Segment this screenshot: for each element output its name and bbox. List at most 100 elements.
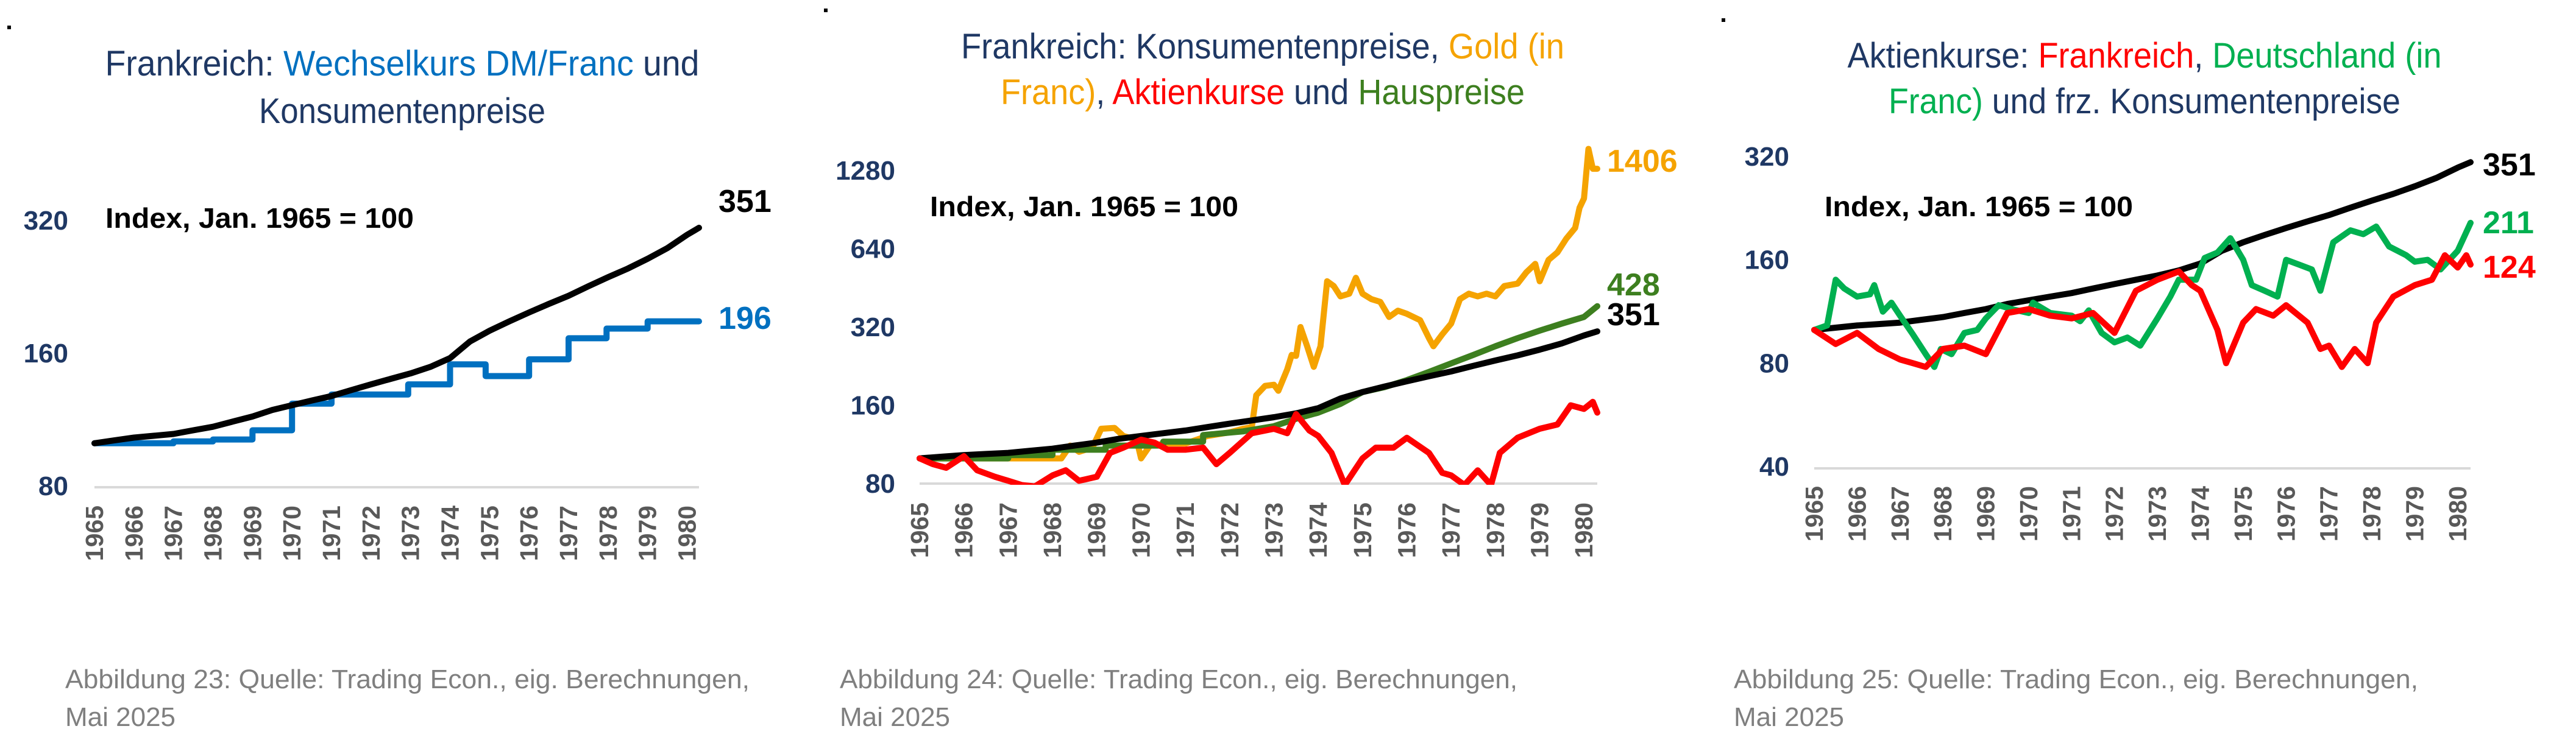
end-value-label: 124 [2483, 250, 2536, 285]
x-tick-label: 1968 [1038, 502, 1066, 558]
x-tick-label: 1977 [555, 506, 583, 561]
chart-title-line: Aktienkurse: Frankreich, Deutschland (in [1848, 36, 2442, 76]
x-tick-label: 1975 [1349, 502, 1377, 558]
chart-title-segment: Hauspreise [1358, 72, 1525, 112]
chart-title-segment: Aktienkurse: [1848, 36, 2038, 76]
end-value-label: 211 [2483, 205, 2534, 241]
series-line-konsumentenpreise [91, 225, 702, 446]
figure-caption: Abbildung 23: Quelle: Trading Econ., eig… [65, 664, 750, 694]
x-tick-label: 1973 [397, 506, 425, 561]
x-tick-label: 1973 [1260, 502, 1288, 558]
index-note: Index, Jan. 1965 = 100 [930, 191, 1238, 222]
x-tick-label: 1965 [80, 506, 108, 561]
x-tick-label: 1968 [199, 506, 227, 561]
y-tick-label: 320 [851, 312, 895, 342]
x-tick-label: 1970 [1127, 502, 1155, 558]
x-tick-label: 1971 [318, 506, 346, 561]
chart-gold-aktien-haus: Frankreich: Konsumentenpreise, Gold (in F… [836, 27, 1678, 732]
y-tick-label: 640 [851, 234, 895, 264]
x-tick-label: 1970 [2015, 486, 2043, 541]
chart-title-segment: Franc) [1001, 72, 1096, 112]
series-line-deutschland-in-franc- [1811, 219, 2474, 370]
series-line-hauspreise [917, 303, 1600, 462]
figure-caption: Mai 2025 [1734, 702, 1844, 732]
x-tick-label: 1965 [1800, 486, 1828, 541]
x-tick-label: 1971 [1171, 502, 1199, 558]
x-tick-label: 1977 [2315, 486, 2343, 541]
chart-title-segment: Aktienkurse [1112, 72, 1285, 112]
x-tick-label: 1966 [1843, 486, 1871, 541]
chart-title-segment: Konsumentenpreise [259, 91, 545, 131]
x-tick-label: 1980 [1570, 502, 1598, 558]
x-tick-label: 1976 [2272, 486, 2300, 541]
chart-title-line: Konsumentenpreise [259, 91, 545, 131]
y-tick-label: 160 [851, 391, 895, 421]
chart-title-segment: Frankreich: Konsumentenpreise, [961, 27, 1449, 66]
x-tick-label: 1974 [436, 506, 464, 561]
y-tick-label: 320 [1745, 142, 1789, 172]
x-tick-label: 1972 [357, 506, 385, 561]
figure-caption: Mai 2025 [65, 702, 176, 732]
x-tick-label: 1967 [1886, 486, 1914, 541]
y-tick-label: 40 [1759, 452, 1789, 482]
index-note: Index, Jan. 1965 = 100 [1825, 191, 2133, 222]
x-tick-label: 1979 [1526, 502, 1554, 558]
chart-title-segment: , [2194, 36, 2212, 76]
x-tick-label: 1966 [950, 502, 978, 558]
y-tick-label: 1280 [836, 156, 895, 186]
chart-aktienkurse: Aktienkurse: Frankreich, Deutschland (in… [1734, 36, 2536, 732]
chart-title-segment: und frz. Konsumentenpreise [1983, 82, 2400, 121]
x-tick-label: 1979 [634, 506, 662, 561]
figure-caption: Abbildung 25: Quelle: Trading Econ., eig… [1734, 664, 2418, 694]
x-tick-label: 1978 [594, 506, 622, 561]
x-tick-label: 1967 [994, 502, 1022, 558]
x-tick-label: 1969 [1083, 502, 1111, 558]
series-line-wechselkurs-dm-franc [91, 318, 702, 446]
x-tick-label: 1977 [1437, 502, 1465, 558]
figure-caption: Abbildung 24: Quelle: Trading Econ., eig… [840, 664, 1517, 694]
chart-title-segment: und [634, 44, 700, 83]
x-tick-label: 1974 [1304, 502, 1332, 558]
x-tick-label: 1972 [2101, 486, 2129, 541]
y-tick-label: 160 [1745, 245, 1789, 275]
x-tick-label: 1967 [160, 506, 188, 561]
y-tick-label: 80 [865, 469, 895, 499]
x-tick-label: 1975 [475, 506, 503, 561]
y-tick-label: 320 [24, 206, 68, 236]
x-tick-label: 1972 [1216, 502, 1244, 558]
series-line-aktienkurse [917, 398, 1600, 485]
x-tick-label: 1965 [906, 502, 934, 558]
x-tick-label: 1973 [2143, 486, 2171, 541]
chart-title-segment: Gold (in [1449, 27, 1564, 66]
x-tick-label: 1976 [515, 506, 543, 561]
y-tick-label: 80 [1759, 348, 1789, 378]
x-tick-label: 1980 [2444, 486, 2472, 541]
x-tick-label: 1978 [2358, 486, 2386, 541]
chart-title-segment: Deutschland (in [2212, 36, 2441, 76]
chart-title-segment: und [1285, 72, 1358, 112]
x-tick-label: 1969 [238, 506, 266, 561]
x-tick-label: 1978 [1481, 502, 1510, 558]
chart-wechselkurs: Frankreich: Wechselkurs DM/Franc und Kons… [24, 44, 772, 732]
corner-dot [824, 9, 828, 12]
x-tick-label: 1969 [1972, 486, 2000, 541]
end-value-label: 428 [1607, 267, 1660, 303]
end-value-label: 1406 [1607, 144, 1678, 179]
x-tick-label: 1971 [2057, 486, 2085, 541]
x-tick-label: 1974 [2187, 486, 2215, 541]
x-tick-label: 1975 [2229, 486, 2257, 541]
index-note: Index, Jan. 1965 = 100 [105, 202, 414, 234]
x-tick-label: 1968 [1929, 486, 1957, 541]
chart-title-segment: Wechselkurs DM/Franc [283, 44, 634, 83]
end-value-label: 351 [2483, 147, 2536, 183]
y-tick-label: 80 [38, 471, 68, 501]
chart-title-segment: Frankreich [2038, 36, 2194, 76]
x-tick-label: 1966 [120, 506, 148, 561]
chart-title-line: Franc) und frz. Konsumentenpreise [1889, 82, 2400, 121]
figure-caption: Mai 2025 [840, 702, 950, 732]
end-value-label: 196 [719, 301, 772, 336]
y-tick-label: 160 [24, 339, 68, 368]
x-tick-label: 1979 [2400, 486, 2429, 541]
end-value-label: 351 [719, 184, 772, 219]
